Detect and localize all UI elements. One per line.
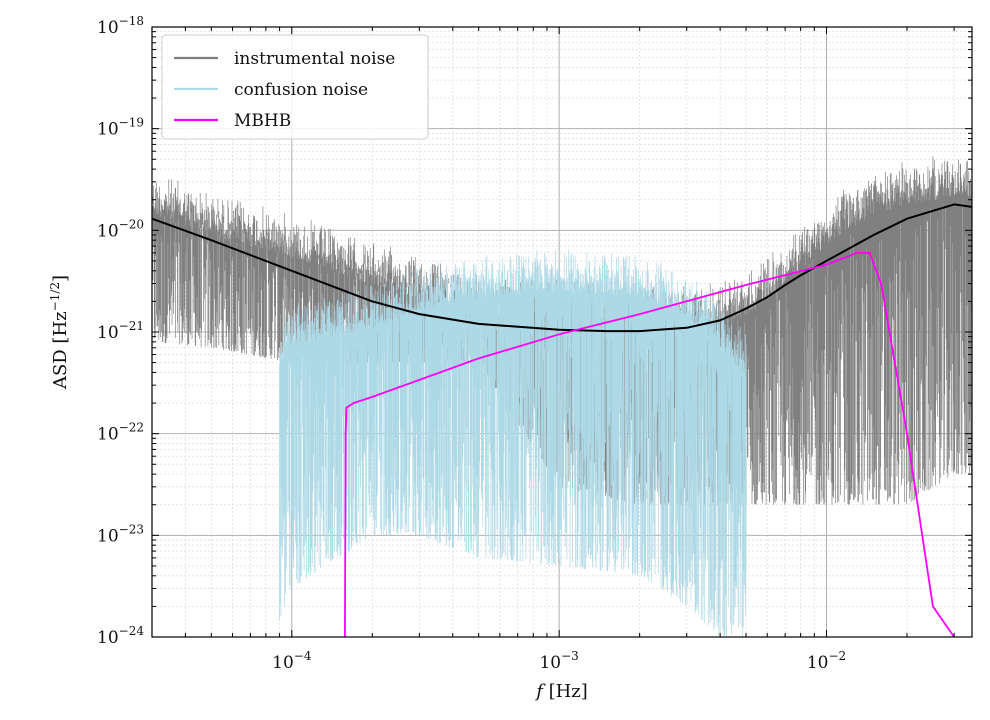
legend-item-instrumental-noise: instrumental noise — [174, 49, 395, 69]
series-layer — [152, 156, 972, 637]
x-tick-label: 10−2 — [807, 649, 846, 673]
noise-band — [279, 249, 747, 637]
tick-labels: 10−4 10−3 10−2 10−18 10−19 10−20 10−21 10−22 10−… — [97, 14, 846, 673]
legend-item-confusion-noise: confusion noise — [174, 80, 368, 100]
series-1 — [279, 249, 747, 637]
legend: instrumental noise confusion noise MBHB — [161, 34, 429, 140]
y-tick-label: 10−18 — [97, 14, 144, 38]
series-line — [344, 251, 955, 637]
y-tick-label: 10−19 — [97, 116, 144, 140]
series-2 — [152, 203, 972, 333]
y-axis-label: ASD [Hz−1/2] — [48, 275, 71, 390]
legend-item-mbhb: MBHB — [174, 111, 291, 131]
series-line — [152, 203, 972, 333]
legend-box — [161, 34, 429, 140]
axis-ticks — [151, 26, 972, 638]
y-tick-label: 10−23 — [97, 522, 144, 546]
y-tick-label: 10−21 — [97, 319, 144, 343]
x-axis-label: f [Hz] — [534, 681, 588, 702]
y-tick-label: 10−20 — [97, 217, 144, 241]
y-tick-label: 10−24 — [97, 624, 144, 648]
x-tick-label: 10−4 — [272, 649, 312, 673]
x-tick-label: 10−3 — [539, 649, 578, 673]
legend-label-instrumental-noise: instrumental noise — [234, 49, 395, 69]
series-3 — [344, 251, 955, 637]
y-tick-label: 10−22 — [97, 421, 144, 445]
legend-label-confusion-noise: confusion noise — [234, 80, 368, 100]
legend-label-mbhb: MBHB — [234, 111, 291, 131]
